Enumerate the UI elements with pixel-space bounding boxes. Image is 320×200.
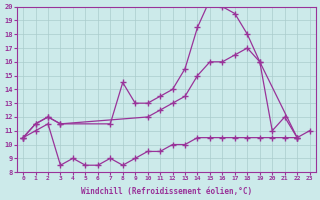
X-axis label: Windchill (Refroidissement éolien,°C): Windchill (Refroidissement éolien,°C) [81,187,252,196]
